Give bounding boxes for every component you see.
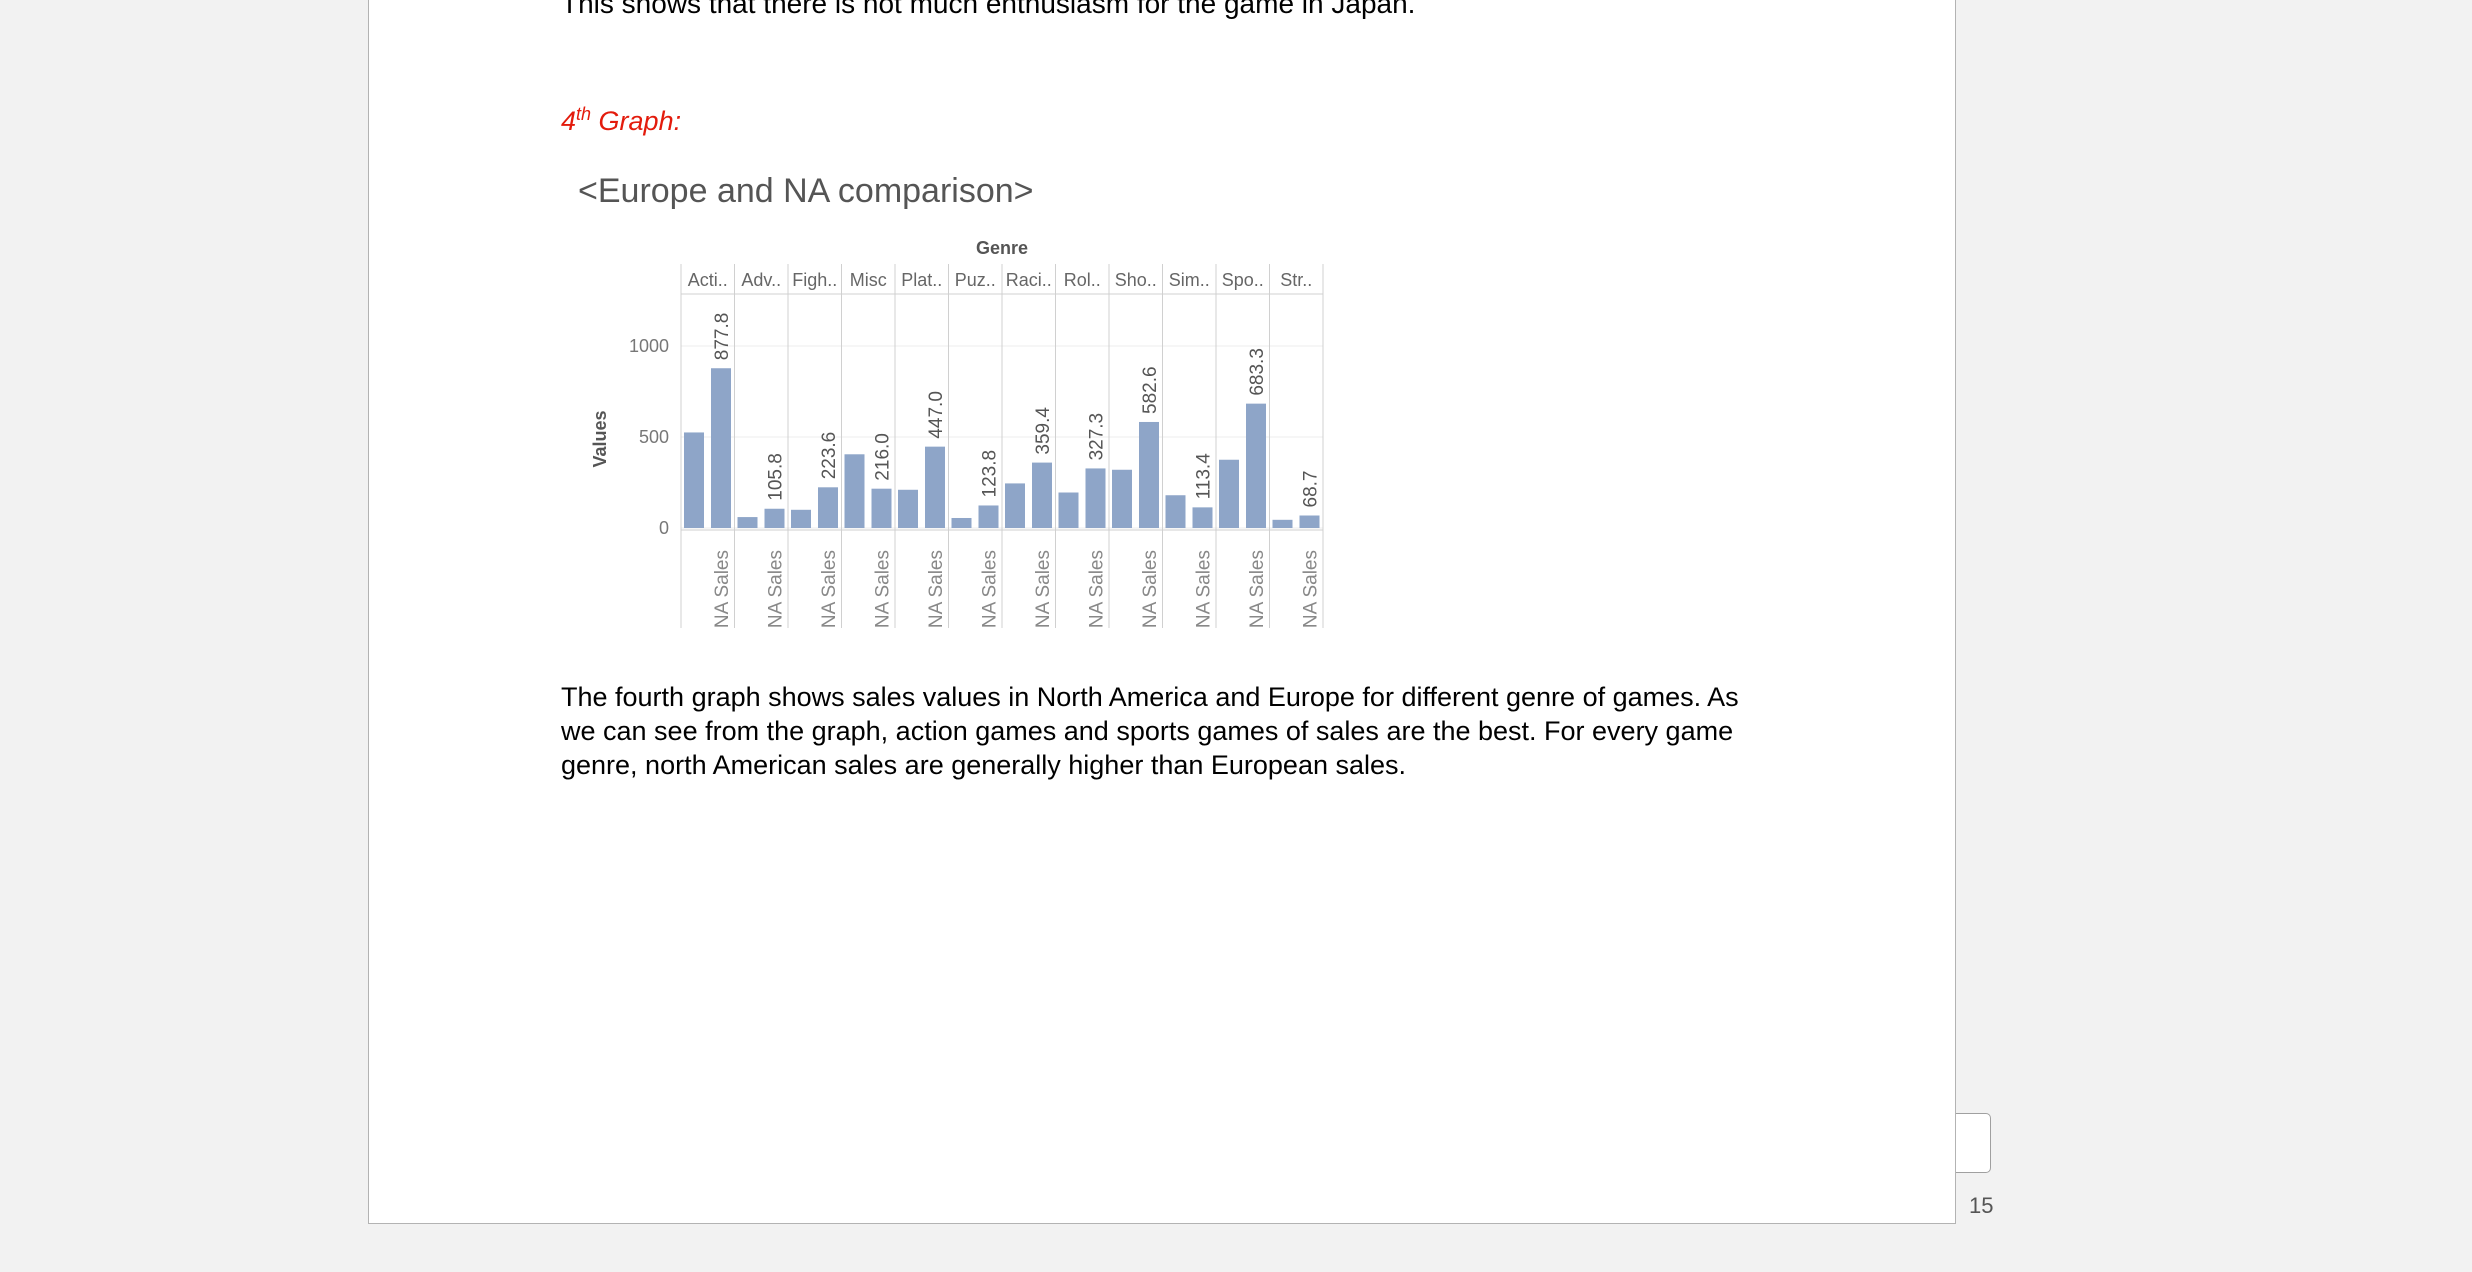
genre-label: Acti.. bbox=[688, 270, 728, 290]
bar bbox=[1246, 403, 1266, 528]
bar bbox=[951, 517, 972, 528]
bottom-series-label: NA Sales bbox=[1301, 550, 1322, 628]
bar bbox=[1032, 462, 1052, 528]
genre-label: Misc bbox=[850, 270, 887, 290]
data-label: 327.3 bbox=[1087, 413, 1108, 461]
genre-label: Str.. bbox=[1280, 270, 1312, 290]
bar bbox=[1112, 469, 1132, 528]
genre-label: Plat.. bbox=[901, 270, 942, 290]
chart-title: <Europe and NA comparison> bbox=[578, 172, 1034, 210]
bar bbox=[764, 508, 785, 528]
bar bbox=[1299, 515, 1320, 528]
genre-label: Sho.. bbox=[1115, 270, 1157, 290]
data-label: 123.8 bbox=[980, 450, 1001, 498]
y-tick-label: 500 bbox=[639, 427, 669, 447]
y-tick-label: 1000 bbox=[629, 336, 669, 356]
bottom-series-label: NA Sales bbox=[1033, 550, 1054, 628]
y-tick-label: 0 bbox=[659, 518, 669, 538]
bar bbox=[1219, 459, 1239, 528]
genre-label: Figh.. bbox=[792, 270, 837, 290]
data-label: 113.4 bbox=[1194, 453, 1215, 500]
bottom-series-label: NA Sales bbox=[819, 550, 840, 628]
genre-label: Raci.. bbox=[1006, 270, 1052, 290]
bar bbox=[925, 446, 945, 528]
bar bbox=[1192, 507, 1213, 528]
bar bbox=[1139, 421, 1159, 528]
data-label: 223.6 bbox=[819, 432, 840, 480]
bottom-series-label: NA Sales bbox=[1247, 550, 1268, 628]
data-label: 68.7 bbox=[1301, 471, 1322, 508]
bar bbox=[1165, 495, 1186, 528]
bottom-series-label: NA Sales bbox=[1194, 550, 1215, 628]
bar bbox=[1272, 519, 1293, 528]
bottom-series-label: NA Sales bbox=[873, 550, 894, 628]
bottom-series-label: NA Sales bbox=[1140, 550, 1161, 628]
genre-header: Genre bbox=[976, 238, 1028, 258]
bar-chart: Genre 0 500 1000 Values Acti.. 877.8 NA Sales Ad… bbox=[590, 238, 1324, 628]
bar bbox=[1085, 468, 1106, 528]
graph-heading-number: 4 bbox=[561, 106, 577, 136]
data-label: 447.0 bbox=[926, 391, 947, 439]
bottom-series-label: NA Sales bbox=[712, 550, 733, 628]
previous-paragraph-line: This shows that there is not much enthus… bbox=[561, 0, 1416, 19]
bottom-series-label: NA Sales bbox=[1087, 550, 1108, 628]
graph-heading: 4th Graph: bbox=[561, 104, 681, 137]
bar bbox=[1058, 492, 1079, 528]
page-number: 15 bbox=[1969, 1193, 1994, 1218]
bar bbox=[791, 509, 811, 528]
genre-label: Sim.. bbox=[1169, 270, 1210, 290]
genre-label: Spo.. bbox=[1222, 270, 1264, 290]
bar bbox=[844, 454, 865, 528]
bar bbox=[818, 487, 838, 528]
graph-heading-superscript: th bbox=[576, 104, 592, 124]
y-axis-label: Values bbox=[590, 410, 610, 467]
bottom-series-label: NA Sales bbox=[926, 550, 947, 628]
bar bbox=[1005, 483, 1025, 528]
data-label: 216.0 bbox=[873, 433, 894, 481]
bar bbox=[737, 517, 758, 528]
bar bbox=[978, 505, 999, 528]
data-label: 877.8 bbox=[712, 313, 733, 361]
bar bbox=[711, 368, 731, 528]
bar bbox=[898, 489, 918, 528]
body-paragraph: The fourth graph shows sales values in N… bbox=[561, 682, 1739, 780]
data-label: 359.4 bbox=[1033, 407, 1054, 455]
bottom-series-label: NA Sales bbox=[766, 550, 787, 628]
margin-text-box bbox=[1956, 1113, 1991, 1173]
genre-label: Adv.. bbox=[741, 270, 781, 290]
data-label: 105.8 bbox=[766, 453, 787, 501]
genre-label: Rol.. bbox=[1064, 270, 1101, 290]
data-label: 683.3 bbox=[1247, 348, 1268, 396]
graph-heading-text: Graph: bbox=[591, 106, 682, 136]
genre-label: Puz.. bbox=[955, 270, 996, 290]
data-label: 582.6 bbox=[1140, 366, 1161, 414]
bar bbox=[871, 488, 892, 528]
bottom-series-label: NA Sales bbox=[980, 550, 1001, 628]
bar bbox=[684, 432, 704, 528]
